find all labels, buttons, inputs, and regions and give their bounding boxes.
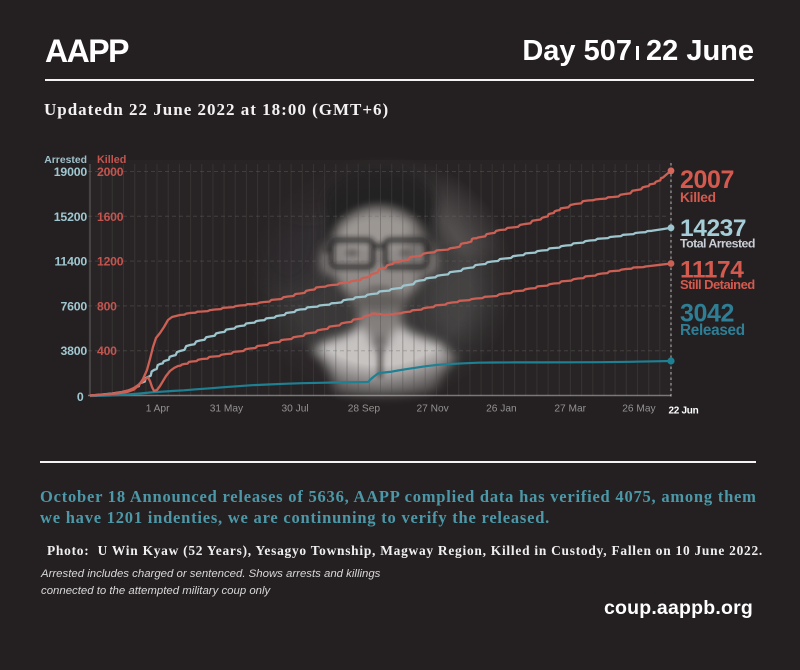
- svg-text:3800: 3800: [60, 344, 87, 358]
- svg-text:26 May: 26 May: [622, 404, 656, 415]
- svg-text:2000: 2000: [97, 165, 124, 179]
- svg-text:Arrested: Arrested: [44, 155, 87, 166]
- svg-text:3042: 3042: [680, 300, 734, 328]
- svg-text:Killed: Killed: [97, 154, 126, 166]
- svg-text:Killed: Killed: [680, 190, 716, 205]
- svg-text:1200: 1200: [97, 255, 124, 269]
- svg-text:Still Detained: Still Detained: [680, 277, 755, 292]
- svg-text:11174: 11174: [680, 257, 744, 284]
- svg-text:Total Arrested: Total Arrested: [680, 237, 755, 251]
- svg-text:Released: Released: [680, 322, 745, 339]
- svg-text:2007: 2007: [680, 166, 734, 194]
- svg-text:31 May: 31 May: [210, 404, 244, 415]
- svg-text:1 Apr: 1 Apr: [146, 404, 170, 415]
- svg-text:11400: 11400: [54, 255, 87, 269]
- svg-text:15200: 15200: [54, 210, 88, 224]
- svg-text:7600: 7600: [60, 299, 87, 313]
- svg-text:800: 800: [97, 299, 117, 313]
- svg-text:1600: 1600: [97, 210, 124, 224]
- svg-text:0: 0: [77, 390, 84, 404]
- svg-text:27 Mar: 27 Mar: [554, 404, 586, 415]
- svg-text:22 Jun: 22 Jun: [669, 406, 699, 417]
- svg-text:26 Jan: 26 Jan: [486, 404, 517, 415]
- svg-text:14237: 14237: [680, 215, 746, 242]
- svg-text:400: 400: [97, 344, 117, 358]
- svg-text:28 Sep: 28 Sep: [348, 404, 381, 415]
- svg-text:27 Nov: 27 Nov: [416, 404, 449, 415]
- svg-text:19000: 19000: [54, 165, 88, 179]
- svg-text:30 Jul: 30 Jul: [282, 404, 309, 415]
